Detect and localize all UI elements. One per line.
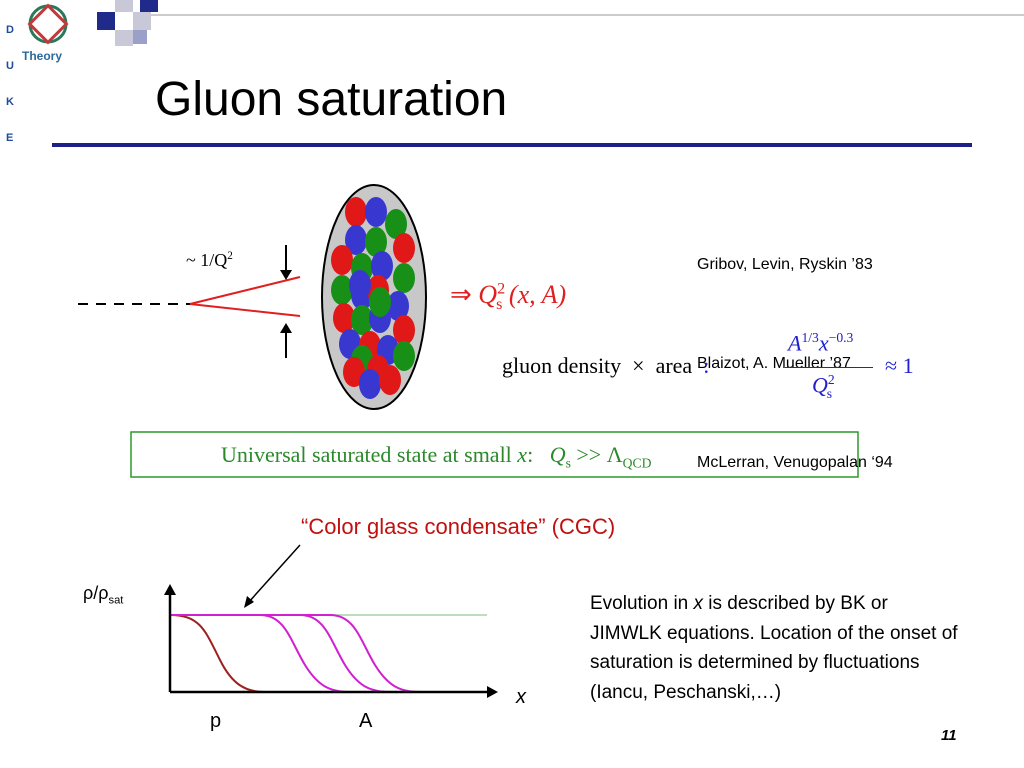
sup: −0.3 [828, 330, 854, 345]
logo-letter: K [6, 96, 14, 108]
logo-letter: U [6, 60, 14, 72]
cgc-label: “Color glass condensate” (CGC) [301, 514, 616, 539]
text: Q [812, 372, 828, 398]
logo-text: Theory [22, 49, 63, 63]
gluon [393, 263, 415, 293]
curve [170, 614, 450, 693]
highlight: Universal saturated state at small x: Qs… [221, 442, 651, 471]
gluon [359, 369, 381, 399]
logo-letters: D U K E [6, 0, 18, 168]
scale-label: ~ 1/Q2 [186, 250, 233, 271]
references: Gribov, Levin, Ryskin ’83 Blaizot, A. Mu… [697, 182, 893, 545]
fraction-bar [785, 367, 873, 368]
sub: s [496, 296, 503, 314]
sub: s [826, 385, 833, 401]
gluon [349, 270, 371, 300]
arrow-head [280, 323, 292, 333]
curve [169, 614, 360, 693]
logo-ring [28, 4, 68, 44]
sub: sat [108, 594, 124, 607]
y-label: ρ/ρsat [83, 583, 123, 607]
saturation-scale: ⇒ Q2s (x, A) [450, 280, 566, 314]
pointer-head [244, 596, 254, 608]
text: gluon density × area [502, 353, 693, 378]
page-number: 11 [941, 727, 957, 744]
gluon [331, 245, 353, 275]
arrow-head [280, 270, 292, 280]
gluon [343, 357, 365, 387]
gluon [393, 341, 415, 371]
criterion: gluon density × area : [502, 353, 709, 379]
logo-diamond [27, 3, 69, 45]
logo-letter: D [6, 24, 14, 36]
sup: 1/3 [801, 330, 819, 345]
text: : [527, 442, 534, 467]
gluon [351, 305, 373, 335]
deco [97, 12, 115, 30]
curve-label: A [359, 710, 373, 732]
gluon [393, 233, 415, 263]
pointer [247, 544, 301, 604]
axis-head [164, 584, 176, 595]
sub: QCD [622, 455, 652, 471]
evolution-text: Evolution in x is described by BK or JIM… [590, 589, 960, 707]
gluon [345, 225, 367, 255]
reference: Gribov, Levin, Ryskin ’83 [697, 256, 873, 273]
text: Universal saturated state at small [221, 442, 518, 467]
gluon [331, 275, 353, 305]
gluon [369, 287, 391, 317]
deco [115, 0, 133, 12]
text: : [703, 353, 710, 378]
numerator: A1/3x−0.3 [788, 330, 853, 356]
highlight-box [130, 431, 859, 478]
logo-letter: E [6, 132, 14, 144]
sup: 2 [827, 372, 835, 387]
gluon [393, 315, 415, 345]
text: x [517, 442, 528, 467]
gluon [385, 209, 407, 239]
gluon [387, 291, 409, 321]
sup: 2 [227, 250, 233, 262]
gluon [379, 365, 401, 395]
probe-ray [189, 303, 301, 317]
text: is described by BK or JIMWLK equations. … [590, 593, 958, 703]
reference: McLerran, Venugopalan ‘94 [697, 454, 893, 471]
text: Q [478, 280, 498, 309]
curve [170, 614, 420, 693]
deco [115, 30, 133, 46]
x-label: x [516, 686, 526, 708]
text: ρ/ρ [83, 583, 109, 603]
text: A [788, 330, 802, 356]
text: ⇒ [450, 280, 472, 309]
text: Evolution in [590, 593, 694, 614]
sup: 2 [497, 280, 506, 298]
sub: s [565, 455, 571, 471]
text: ~ 1/Q [186, 250, 228, 270]
text: (x, A) [508, 280, 567, 309]
deco [133, 12, 151, 30]
deco [140, 0, 158, 12]
title: Gluon saturation [155, 73, 508, 126]
denominator: Q2s [812, 372, 835, 402]
approx: ≈ 1 [885, 353, 914, 378]
gluons [331, 197, 415, 399]
text: x [693, 593, 704, 614]
probe-ray [189, 276, 301, 305]
deco [133, 30, 147, 44]
curve-label: p [210, 710, 222, 732]
curve [170, 614, 470, 693]
text: x [818, 330, 829, 356]
text: >> Λ [570, 442, 623, 467]
gluon [371, 251, 393, 281]
gluon [365, 227, 387, 257]
gluon [365, 197, 387, 227]
gluon [333, 303, 355, 333]
axis-head [487, 686, 498, 698]
gluon [345, 197, 367, 227]
text: Q [549, 442, 566, 467]
